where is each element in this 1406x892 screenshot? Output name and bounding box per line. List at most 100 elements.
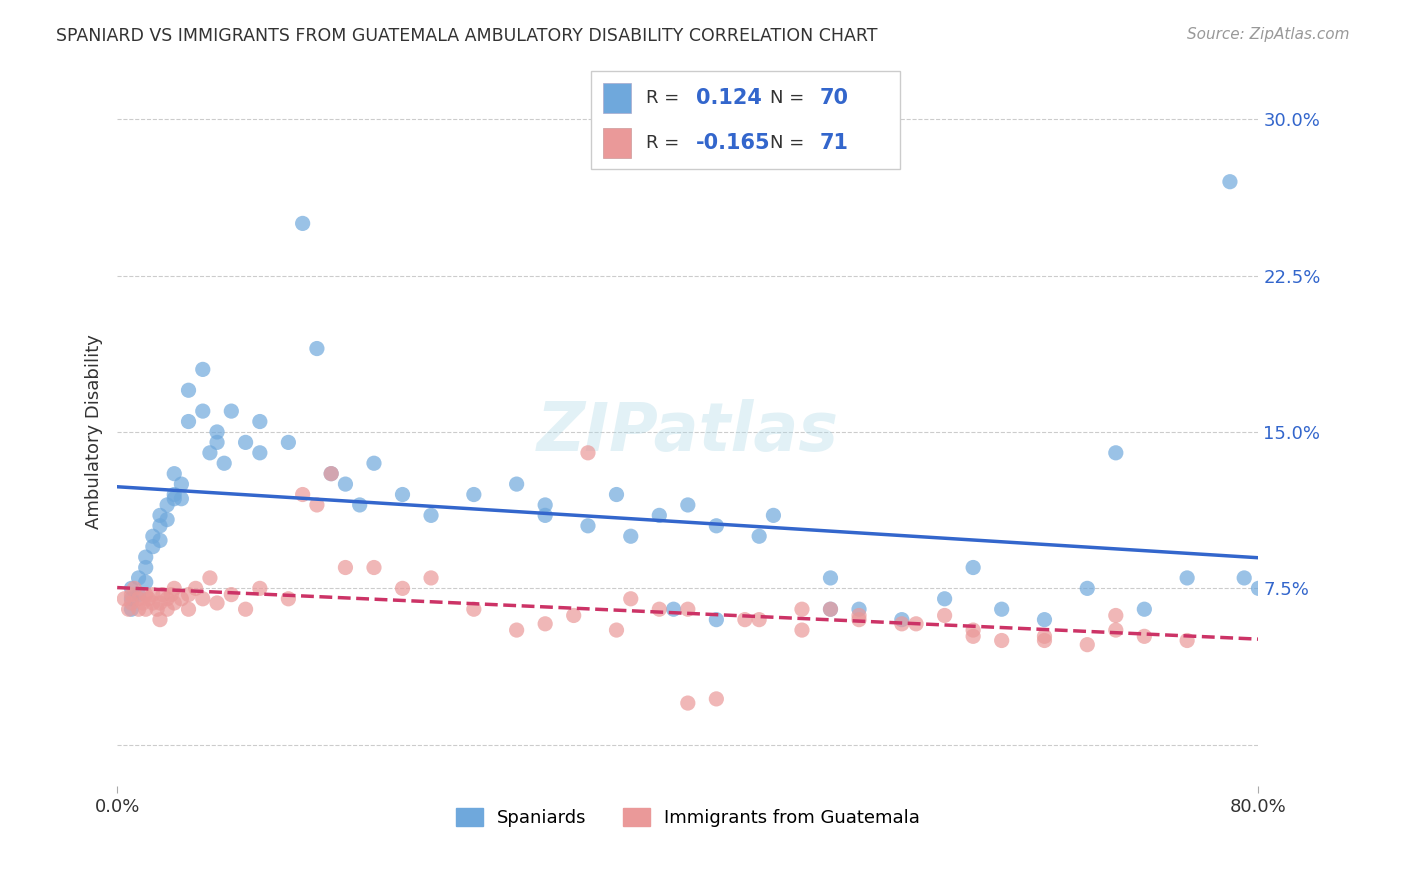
Point xyxy=(235,435,257,450)
Text: N =: N = xyxy=(770,89,810,107)
Point xyxy=(1105,608,1128,623)
Point xyxy=(156,498,179,512)
Point xyxy=(160,588,183,602)
Point xyxy=(142,540,165,554)
Point xyxy=(706,518,728,533)
Point xyxy=(221,588,243,602)
Point xyxy=(620,591,643,606)
Point xyxy=(576,446,599,460)
Point xyxy=(142,596,165,610)
Point xyxy=(170,477,193,491)
Point xyxy=(962,560,984,574)
Point xyxy=(163,491,186,506)
Point xyxy=(149,518,172,533)
Point xyxy=(191,591,214,606)
Text: SPANIARD VS IMMIGRANTS FROM GUATEMALA AMBULATORY DISABILITY CORRELATION CHART: SPANIARD VS IMMIGRANTS FROM GUATEMALA AM… xyxy=(56,27,877,45)
Point xyxy=(321,467,343,481)
Point xyxy=(117,602,139,616)
Point xyxy=(305,342,328,356)
Point xyxy=(605,623,627,637)
Point xyxy=(156,602,179,616)
Point xyxy=(163,467,186,481)
Point xyxy=(576,518,599,533)
Point xyxy=(463,602,485,616)
Point xyxy=(962,623,984,637)
Point xyxy=(505,477,527,491)
Point xyxy=(790,623,813,637)
Point xyxy=(135,602,157,616)
Point xyxy=(676,498,699,512)
Point xyxy=(212,456,235,470)
Point xyxy=(391,582,413,596)
Point xyxy=(820,602,842,616)
Point xyxy=(748,529,770,543)
Point xyxy=(1076,582,1098,596)
Point xyxy=(112,591,135,606)
Point xyxy=(146,602,169,616)
Point xyxy=(128,602,150,616)
Text: R =: R = xyxy=(647,89,685,107)
Point xyxy=(277,435,299,450)
Point xyxy=(335,477,357,491)
Point xyxy=(990,633,1012,648)
Point xyxy=(1175,571,1198,585)
Point xyxy=(120,582,142,596)
Text: R =: R = xyxy=(647,134,685,152)
Point xyxy=(762,508,785,523)
Point xyxy=(662,602,685,616)
Point xyxy=(305,498,328,512)
Point xyxy=(605,487,627,501)
Point xyxy=(1133,602,1156,616)
Point xyxy=(291,216,314,230)
Point xyxy=(149,596,172,610)
Point xyxy=(648,602,671,616)
Point xyxy=(505,623,527,637)
Point xyxy=(120,602,142,616)
Point xyxy=(1247,582,1270,596)
Point xyxy=(177,384,200,398)
Point xyxy=(163,596,186,610)
FancyBboxPatch shape xyxy=(603,83,631,112)
Point xyxy=(905,616,928,631)
Point xyxy=(820,571,842,585)
Y-axis label: Ambulatory Disability: Ambulatory Disability xyxy=(86,334,103,529)
Point xyxy=(184,582,207,596)
Point xyxy=(135,588,157,602)
Point xyxy=(142,588,165,602)
Point xyxy=(205,425,228,439)
Point xyxy=(177,415,200,429)
Text: 71: 71 xyxy=(820,133,848,153)
Point xyxy=(1105,623,1128,637)
Point xyxy=(163,487,186,501)
Point xyxy=(363,560,385,574)
Point xyxy=(177,588,200,602)
Point xyxy=(1033,613,1056,627)
Point xyxy=(138,591,160,606)
Point xyxy=(149,508,172,523)
Point xyxy=(132,596,155,610)
Point xyxy=(934,591,956,606)
Point xyxy=(135,575,157,590)
Point xyxy=(648,508,671,523)
Point xyxy=(463,487,485,501)
Point xyxy=(163,582,186,596)
Legend: Spaniards, Immigrants from Guatemala: Spaniards, Immigrants from Guatemala xyxy=(449,800,928,834)
Point xyxy=(562,608,585,623)
Point xyxy=(156,512,179,526)
Point xyxy=(748,613,770,627)
Point xyxy=(1219,175,1241,189)
FancyBboxPatch shape xyxy=(591,71,900,169)
Point xyxy=(277,591,299,606)
Point xyxy=(249,415,271,429)
Text: 0.124: 0.124 xyxy=(696,87,762,108)
Point xyxy=(1105,446,1128,460)
Point xyxy=(706,613,728,627)
Point xyxy=(676,602,699,616)
Point xyxy=(128,588,150,602)
Point xyxy=(128,591,150,606)
Point xyxy=(170,591,193,606)
Point xyxy=(420,571,443,585)
Point xyxy=(1033,633,1056,648)
Point xyxy=(1233,571,1256,585)
Point xyxy=(235,602,257,616)
